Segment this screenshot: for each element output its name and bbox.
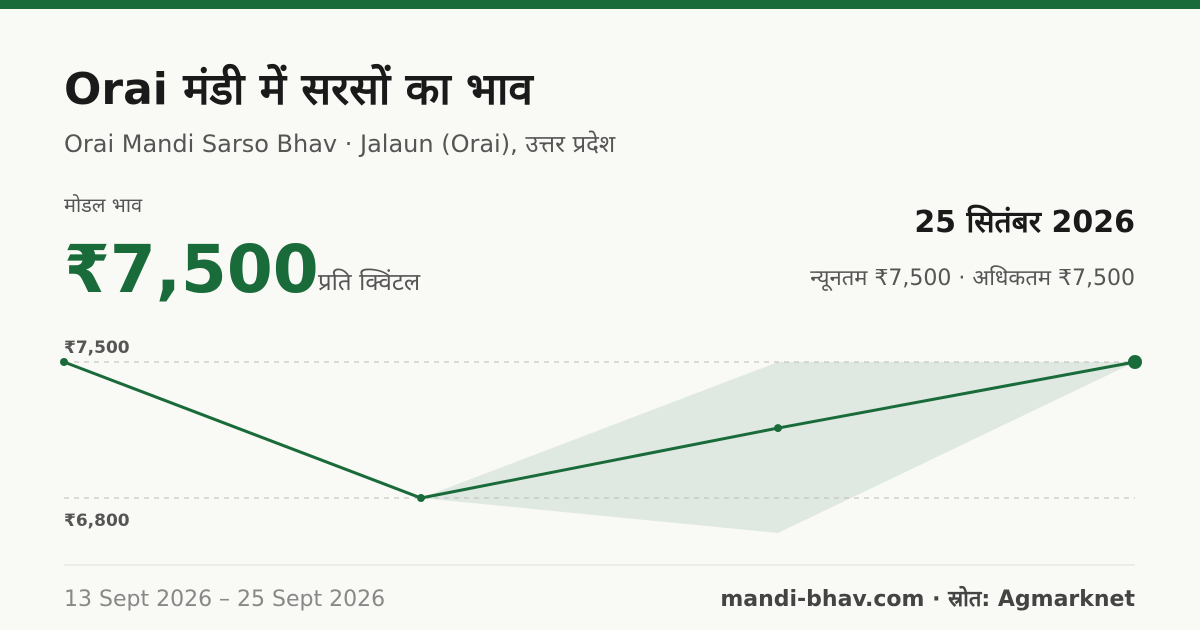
y-tick-label: ₹6,800 [64, 511, 130, 531]
title: Orai मंडी में सरसों का भाव [64, 63, 534, 115]
range-band [421, 362, 1135, 533]
price-label: मोडल भाव [64, 193, 143, 217]
line [63, 360, 1136, 500]
point [60, 358, 68, 366]
plot: ₹7,500 ₹6,800 [60, 338, 1142, 533]
y-tick-label: ₹7,500 [64, 338, 130, 358]
source: mandi-bhav.com · स्रोत: Agmarknet [720, 585, 1135, 612]
period: 13 Sept 2026 – 25 Sept 2026 [64, 587, 385, 612]
price-range: न्यूनतम ₹7,500 · अधिकतम ₹7,500 [810, 265, 1135, 292]
point [417, 494, 425, 503]
price-value: ₹7,500 [64, 231, 319, 308]
point [774, 424, 782, 433]
point [1128, 355, 1142, 369]
price-unit: प्रति क्विंटल [318, 268, 421, 296]
top-bar [0, 0, 1200, 9]
price-date: 25 सितंबर 2026 [914, 204, 1135, 240]
subtitle: Orai Mandi Sarso Bhav · Jalaun (Orai), उ… [64, 130, 616, 158]
